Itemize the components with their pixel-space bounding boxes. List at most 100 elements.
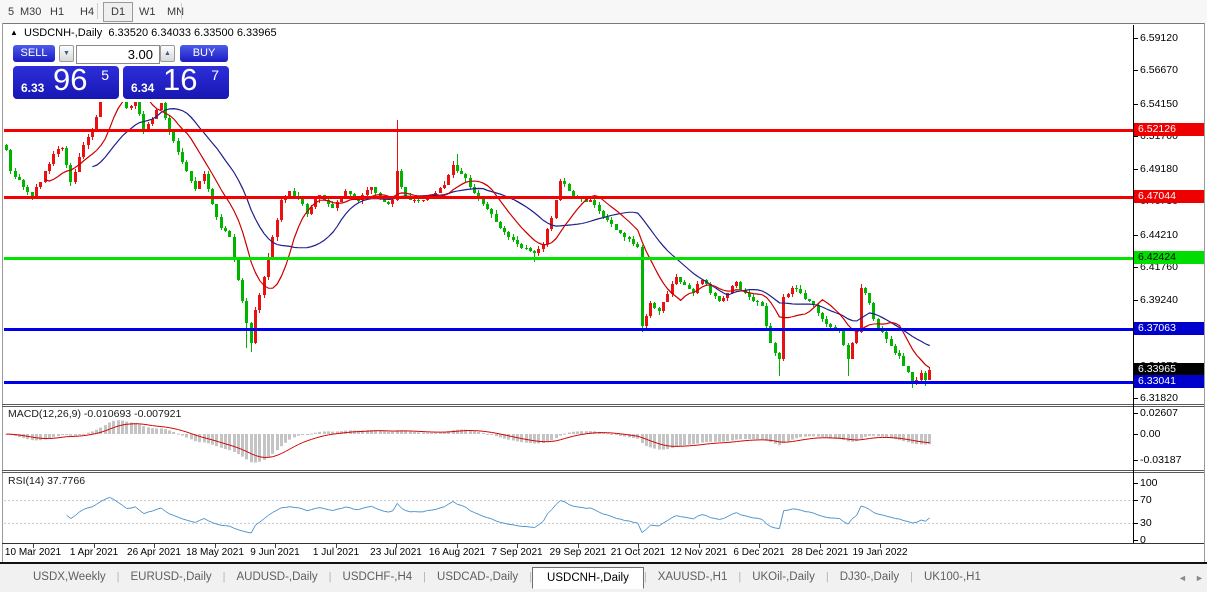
toolbar-separator	[181, 3, 182, 19]
price-tick-mark	[1133, 70, 1138, 71]
chart-tab-usdcnh-daily[interactable]: USDCNH-,Daily	[532, 566, 644, 589]
price-tick-mark	[1133, 398, 1138, 399]
chart-tab-eurusd-daily[interactable]: EURUSD-,Daily	[130, 571, 212, 583]
timeframe-button-m30[interactable]: M30	[20, 6, 42, 18]
date-tick-mark	[638, 544, 639, 548]
price-tick-label: 6.59120	[1140, 32, 1178, 44]
macd-tick-label: 0.02607	[1140, 407, 1178, 419]
timeframe-toolbar: 5 M30 H1 H4 D1 W1 MN	[0, 0, 1207, 23]
price-tick-mark	[1133, 267, 1138, 268]
timeframe-button-w1[interactable]: W1	[139, 6, 156, 18]
macd-tick-label: -0.03187	[1140, 454, 1182, 466]
tab-separator: |	[910, 571, 913, 583]
date-tick-mark	[275, 544, 276, 548]
sell-button[interactable]: SELL	[13, 45, 55, 62]
price-tick-mark	[1133, 169, 1138, 170]
volume-increase-button[interactable]: ▲	[160, 45, 175, 62]
chart-window-top-border	[2, 23, 1204, 24]
date-label: 26 Apr 2021	[127, 547, 181, 558]
tab-scroll-left-icon[interactable]: ◄	[1178, 573, 1187, 583]
tab-separator: |	[328, 571, 332, 583]
rsi-tick-label: 100	[1140, 477, 1158, 489]
price-tag-6.37063: 6.37063	[1134, 322, 1204, 335]
rsi-indicator-label: RSI(14) 37.7766	[8, 475, 86, 487]
rsi-tick-mark	[1133, 523, 1138, 524]
rsi-chart-canvas[interactable]	[4, 473, 1133, 543]
rsi-bottom-border	[2, 543, 1204, 544]
sell-price-small: 6.33	[21, 81, 45, 95]
rsi-tick-mark	[1133, 483, 1138, 484]
price-tick-mark	[1133, 104, 1138, 105]
rsi-tick-label: 30	[1140, 517, 1152, 529]
date-label: 10 Mar 2021	[4, 547, 62, 558]
rsi-window-top-border	[2, 472, 1204, 473]
price-level-line-6.33041[interactable]	[4, 381, 1133, 384]
chart-tab-bar: USDX,Weekly | EURUSD-,Daily | AUDUSD-,Daily |…	[0, 562, 1207, 592]
price-tick-mark	[1133, 38, 1138, 39]
tab-separator: |	[423, 571, 427, 583]
price-tick-label: 6.44210	[1140, 229, 1178, 241]
timeframe-button-mn[interactable]: MN	[167, 6, 185, 18]
price-tick-mark	[1133, 300, 1138, 301]
chart-tab-uk100-h1[interactable]: UK100-,H1	[923, 571, 981, 583]
sell-price-sup: 5	[101, 67, 109, 83]
macd-indicator-label: MACD(12,26,9) -0.010693 -0.007921	[8, 408, 182, 420]
chart-tab-usdcad-daily[interactable]: USDCAD-,Daily	[437, 571, 519, 583]
macd-rsi-separator[interactable]	[2, 470, 1204, 471]
main-macd-separator[interactable]	[2, 404, 1204, 405]
timeframe-button-h4[interactable]: H4	[80, 6, 95, 18]
buy-button[interactable]: BUY	[180, 45, 228, 62]
date-tick-mark	[215, 544, 216, 548]
volume-decrease-button[interactable]: ▼	[59, 45, 74, 62]
tab-scroll-right-icon[interactable]: ►	[1195, 573, 1204, 583]
date-tick-mark	[759, 544, 760, 548]
chart-tab-xauusd-h1[interactable]: XAUUSD-,H1	[657, 571, 728, 583]
price-level-line-6.47044[interactable]	[4, 196, 1133, 199]
timeframe-button-d1[interactable]: D1	[103, 2, 134, 22]
chart-tab-ukoil-daily[interactable]: UKOil-,Daily	[752, 571, 815, 583]
price-tag-6.47044: 6.47044	[1134, 190, 1204, 203]
tab-separator: |	[222, 571, 226, 583]
chart-tab-usdx-weekly[interactable]: USDX,Weekly	[33, 571, 106, 583]
buy-price-small: 6.34	[131, 81, 155, 95]
date-label: 29 Sep 2021	[549, 547, 607, 558]
price-level-line-6.52126[interactable]	[4, 129, 1133, 132]
price-tag-6.42424: 6.42424	[1134, 251, 1204, 264]
chart-tabs: USDX,Weekly | EURUSD-,Daily | AUDUSD-,Daily |…	[22, 564, 992, 590]
date-label: 1 Apr 2021	[69, 547, 119, 558]
price-tag-6.52126: 6.52126	[1134, 123, 1204, 136]
price-tag-6.33041: 6.33041	[1134, 375, 1204, 388]
sell-quote-box[interactable]: 6.33 96 5	[13, 62, 119, 99]
toolbar-separator	[97, 3, 98, 19]
date-label: 28 Dec 2021	[791, 547, 849, 558]
rsi-tick-label: 0	[1140, 534, 1146, 546]
rsi-tick-mark	[1133, 540, 1138, 541]
price-tick-label: 6.41760	[1140, 261, 1178, 273]
price-level-line-6.42424[interactable]	[4, 257, 1133, 260]
volume-input[interactable]	[76, 45, 160, 64]
date-tick-mark	[699, 544, 700, 548]
buy-quote-box[interactable]: 6.34 16 7	[123, 62, 229, 99]
price-tick-mark	[1133, 235, 1138, 236]
macd-tick-mark	[1133, 434, 1138, 435]
timeframe-button-5[interactable]: 5	[8, 6, 15, 18]
date-label: 23 Jul 2021	[370, 547, 422, 558]
chart-tab-audusd-daily[interactable]: AUDUSD-,Daily	[236, 571, 318, 583]
macd-chart-canvas[interactable]	[4, 406, 1133, 470]
tab-separator: |	[116, 571, 120, 583]
date-tick-mark	[33, 544, 34, 548]
price-tick-label: 6.54150	[1140, 98, 1178, 110]
chart-tab-dj30-daily[interactable]: DJ30-,Daily	[839, 571, 900, 583]
rsi-tick-label: 70	[1140, 494, 1152, 506]
price-tick-label: 6.49180	[1140, 163, 1178, 175]
price-level-line-6.37063[interactable]	[4, 328, 1133, 331]
date-tick-mark	[336, 544, 337, 548]
chart-tab-usdchf-h4[interactable]: USDCHF-,H4	[342, 571, 413, 583]
date-label: 12 Nov 2021	[670, 547, 728, 558]
date-tick-mark	[94, 544, 95, 548]
timeframe-button-h1[interactable]: H1	[50, 6, 65, 18]
price-tick-label: 6.39240	[1140, 294, 1178, 306]
date-tick-mark	[578, 544, 579, 548]
chart-window-left-border	[2, 23, 3, 562]
